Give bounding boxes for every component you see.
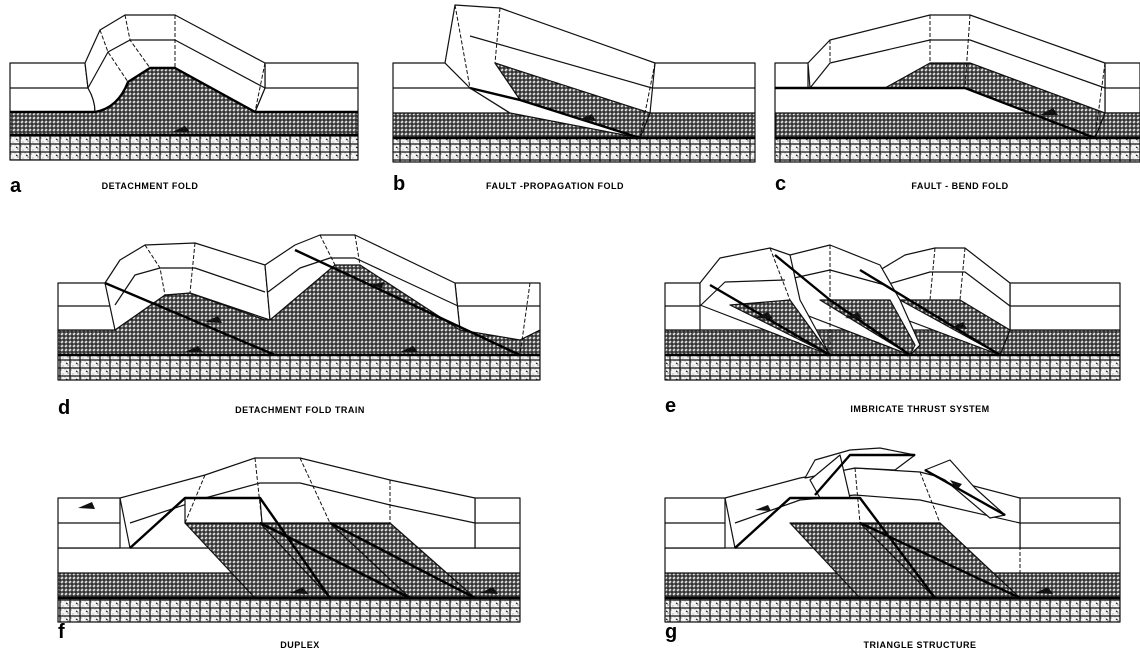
panel-letter: b [393, 173, 405, 195]
panel-caption: FAULT - BEND FOLD [911, 181, 1008, 191]
panel-caption: IMBRICATE THRUST SYSTEM [850, 404, 989, 414]
panel-letter: f [58, 621, 65, 643]
panel-f-drawing [58, 458, 520, 622]
panel-caption: DETACHMENT FOLD TRAIN [235, 405, 365, 415]
panel-letter: d [58, 397, 70, 419]
panel-a-drawing [10, 15, 358, 160]
panel-caption: TRIANGLE STRUCTURE [864, 640, 977, 650]
panel-letter: c [775, 173, 786, 195]
panel-letter: e [665, 395, 676, 417]
panel-letter: g [665, 621, 677, 643]
figure: a DETACHMENT FOLD b FAULT -PROPAGATION F… [0, 0, 1140, 657]
panel-caption: DETACHMENT FOLD [102, 181, 199, 191]
panel-e-drawing [665, 245, 1120, 380]
panel-c-drawing [775, 15, 1140, 162]
panel-g-drawing [665, 448, 1120, 622]
panel-letter: a [10, 175, 22, 197]
panel-b-drawing [393, 5, 755, 162]
panel-caption: FAULT -PROPAGATION FOLD [486, 181, 624, 191]
panel-caption: DUPLEX [280, 640, 320, 650]
panel-d-drawing [58, 235, 540, 380]
